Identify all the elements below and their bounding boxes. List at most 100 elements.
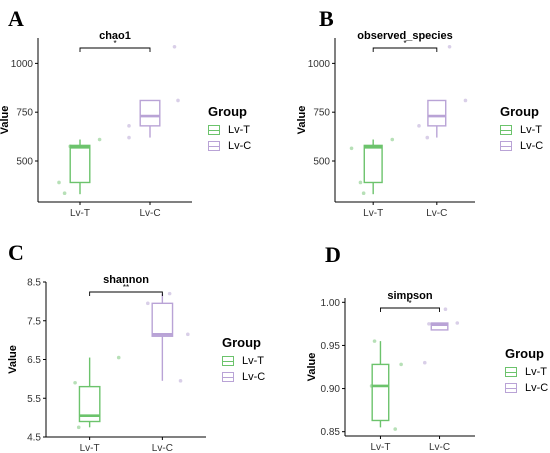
y-axis-label: Value (7, 345, 19, 374)
y-tick-label: 4.5 (27, 433, 41, 444)
data-point (390, 137, 395, 142)
box-iqr (363, 144, 383, 184)
legend: Group Lv-T Lv-C (500, 104, 543, 154)
data-point (427, 322, 431, 326)
panel-b: B 500 750 1000 Lv-T Lv-C Value * observed_speci… (275, 0, 550, 226)
chart-title: shannon (103, 274, 149, 286)
chart-title: chao1 (99, 30, 131, 42)
box-lv-t (371, 341, 390, 428)
data-point (455, 321, 460, 325)
x-tick-label: Lv-C (152, 443, 173, 453)
legend-item-lv-c: Lv-C (208, 138, 251, 154)
data-point (127, 124, 131, 128)
y-tick-label: 0.95 (321, 341, 341, 352)
box-iqr (78, 385, 101, 423)
y-tick-label: 500 (313, 157, 330, 168)
data-point (176, 98, 180, 103)
legend-label: Lv-C (242, 371, 266, 383)
data-point (399, 362, 403, 367)
data-point (178, 379, 183, 383)
legend-item-lv-c: Lv-C (500, 138, 543, 154)
legend-key-lv-t (505, 367, 517, 377)
significance-bracket (372, 47, 438, 52)
legend-title: Group (505, 346, 544, 361)
legend-label: Lv-C (228, 140, 252, 152)
data-point (463, 98, 468, 103)
y-tick-label: 0.85 (321, 427, 341, 438)
data-point (393, 427, 398, 431)
legend-label: Lv-C (520, 140, 544, 152)
boxplot-chao1: 500 750 1000 Lv-T Lv-C Value *chao1 (0, 30, 192, 219)
y-tick-label: 750 (16, 108, 33, 119)
box-lv-c (427, 99, 447, 138)
y-tick-label: 1.00 (321, 298, 341, 309)
box-lv-c (151, 293, 174, 381)
boxplot-shannon: 4.5 5.5 6.5 7.5 8.5 Lv-T Lv-C Value **shannon (7, 274, 206, 453)
panel-letter: D (325, 242, 341, 267)
legend: Group Lv-T Lv-C (222, 335, 265, 385)
data-point (443, 307, 448, 312)
legend-item-lv-t: Lv-T (208, 122, 251, 138)
legend-item-lv-t: Lv-T (505, 364, 548, 380)
legend-key-lv-t (208, 125, 220, 135)
boxplot-observed-species: 500 750 1000 Lv-T Lv-C Value *observed_species (296, 30, 475, 219)
y-axis-label: Value (306, 353, 318, 382)
legend: Group Lv-T Lv-C (208, 104, 251, 154)
boxplot-simpson: 0.85 0.90 0.95 1.00 Lv-T Lv-C Value *simpson (306, 290, 475, 453)
chart-title: observed_species (357, 30, 452, 42)
data-point (62, 191, 67, 196)
x-tick-label: Lv-T (363, 208, 383, 219)
panel-a: A 500 750 1000 Lv-T Lv-C Value * chao1 Group Lv… (0, 0, 275, 226)
data-point (358, 180, 363, 185)
data-point (447, 44, 452, 49)
significance-bracket (380, 307, 440, 312)
y-tick-label: 1000 (308, 59, 331, 70)
panel-c: C 4.5 5.5 6.5 7.5 8.5 Lv-T Lv-C Value ** shannon … (0, 226, 275, 453)
panel-letter: A (8, 6, 24, 31)
legend-item-lv-c: Lv-C (222, 369, 265, 385)
significance-label: * (403, 39, 406, 48)
y-tick-label: 8.5 (27, 278, 41, 289)
legend-key-lv-c (208, 141, 220, 151)
data-point (97, 137, 102, 142)
legend-key-lv-c (500, 141, 512, 151)
legend-title: Group (208, 104, 247, 119)
legend-key-lv-c (222, 372, 234, 382)
box-lv-t (363, 139, 383, 195)
legend-label: Lv-C (525, 382, 549, 394)
y-tick-label: 750 (313, 108, 330, 119)
legend-key-lv-t (222, 356, 234, 366)
data-point (127, 135, 131, 140)
box-iqr (69, 144, 91, 184)
data-point (73, 380, 77, 385)
data-point (425, 135, 430, 140)
x-tick-label: Lv-T (70, 208, 90, 219)
significance-label: * (408, 299, 411, 308)
data-point (422, 360, 427, 365)
y-tick-label: 0.90 (321, 384, 341, 395)
panel-letter: B (319, 6, 334, 31)
data-point (417, 124, 421, 128)
legend-item-lv-c: Lv-C (505, 380, 548, 396)
box-iqr (427, 99, 447, 127)
box-iqr (371, 363, 390, 422)
significance-bracket (79, 47, 151, 52)
data-point (146, 301, 150, 306)
data-point (116, 355, 121, 360)
data-point (172, 44, 177, 49)
y-tick-label: 1000 (11, 59, 34, 70)
significance-bracket (89, 291, 163, 296)
significance-label: ** (123, 283, 129, 292)
legend-label: Lv-T (520, 124, 542, 136)
box-lv-t (78, 357, 101, 428)
legend-key-lv-t (500, 125, 512, 135)
box-lv-t (69, 139, 91, 195)
legend-label: Lv-T (242, 355, 264, 367)
y-tick-label: 500 (16, 157, 33, 168)
legend-item-lv-t: Lv-T (222, 353, 265, 369)
legend-label: Lv-T (228, 124, 250, 136)
y-axis-label: Value (0, 106, 11, 135)
x-tick-label: Lv-C (429, 442, 450, 453)
x-tick-label: Lv-T (370, 442, 390, 453)
legend-title: Group (500, 104, 539, 119)
